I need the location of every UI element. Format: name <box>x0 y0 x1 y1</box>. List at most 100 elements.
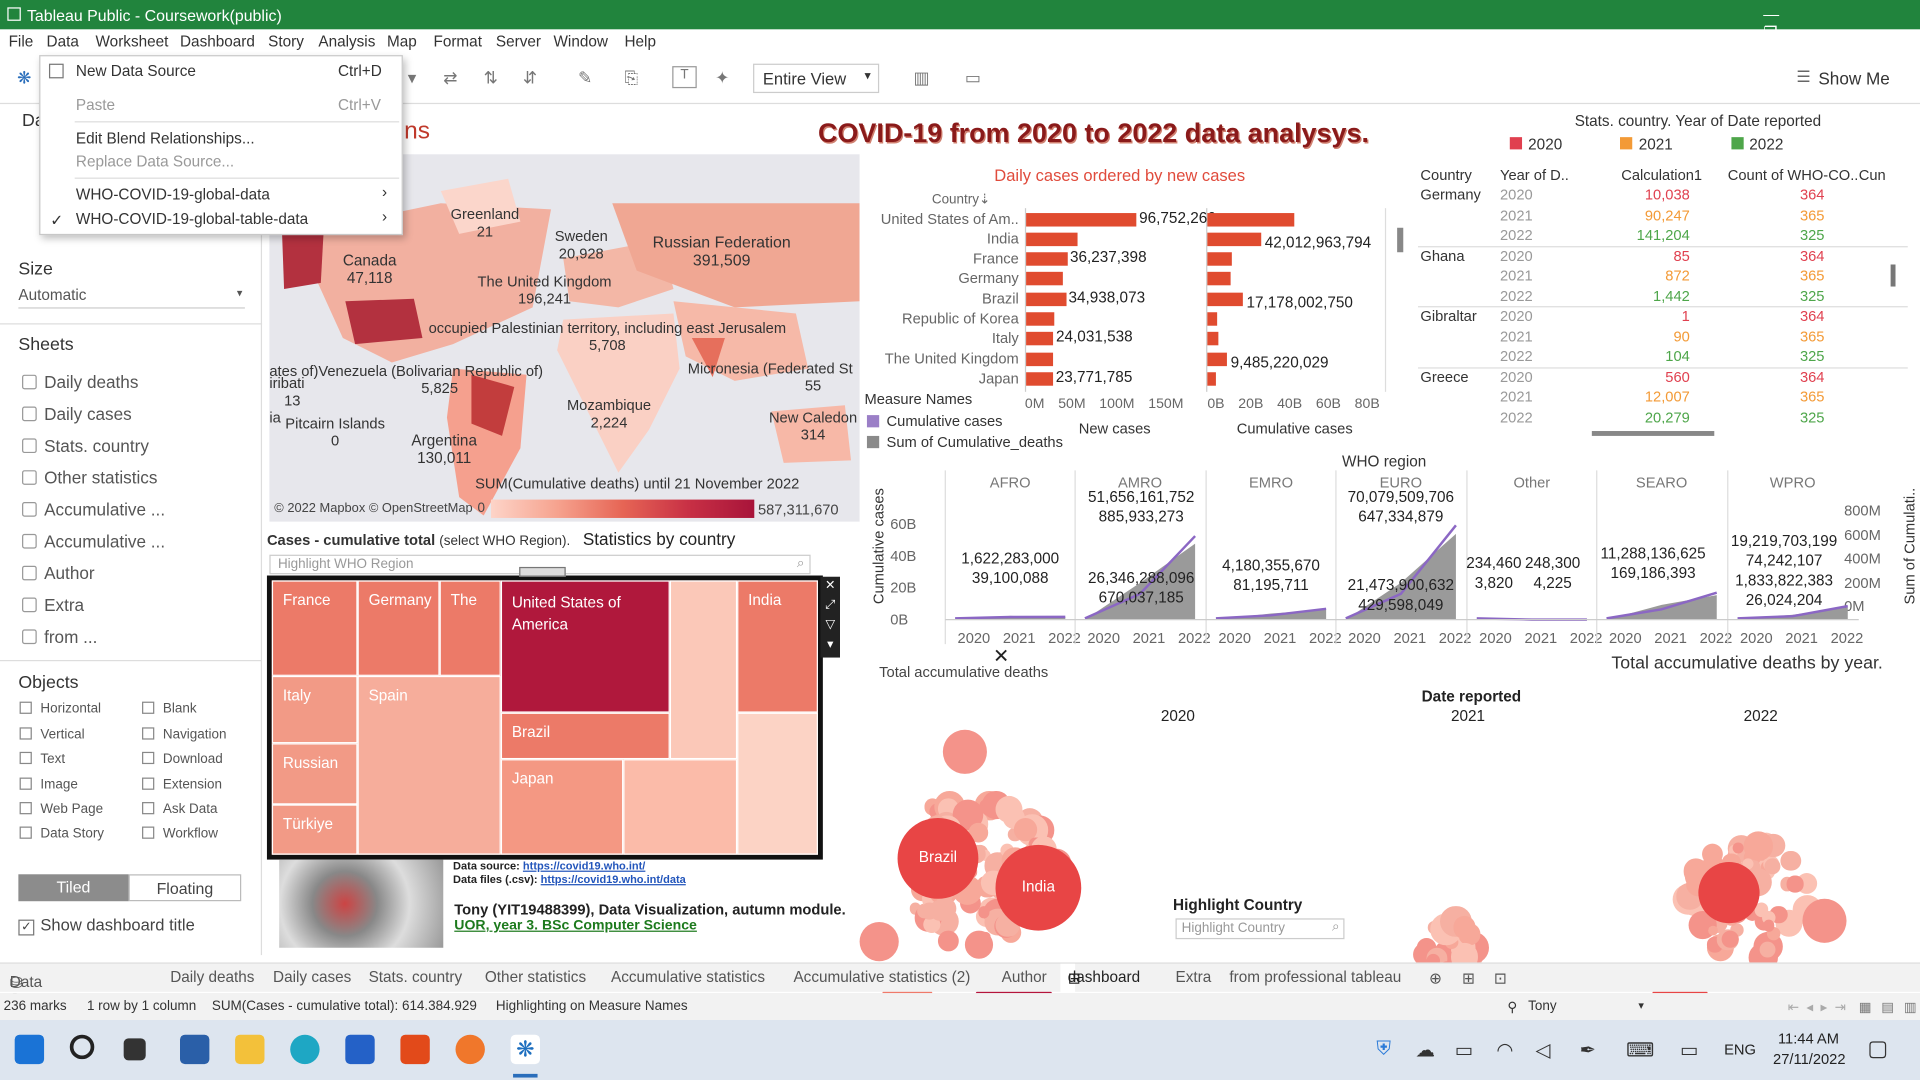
bubble-2021[interactable] <box>1787 875 1804 893</box>
task-view-icon[interactable] <box>123 1038 146 1061</box>
new-dashboard-icon[interactable]: ⊞ <box>1462 969 1475 987</box>
treemap-cell-usa[interactable]: United States of America <box>500 580 670 713</box>
menu-story[interactable]: Story <box>268 33 304 51</box>
pen-icon[interactable]: ✒ <box>1579 1040 1597 1062</box>
highlight-icon[interactable]: ✎ <box>577 67 593 87</box>
bubble-2020[interactable] <box>995 795 1023 824</box>
menu-data[interactable]: Data <box>46 33 79 51</box>
menu-format[interactable]: Format <box>433 33 482 51</box>
object-download[interactable]: Download <box>142 751 223 767</box>
menu-help[interactable]: Help <box>624 33 656 51</box>
tab-accumulative-statistics-2[interactable]: Accumulative statistics (2) <box>793 968 971 986</box>
edge-icon[interactable] <box>290 1034 320 1065</box>
clock-date[interactable]: 27/11/2022 <box>1773 1050 1846 1068</box>
clock-time[interactable]: 11:44 AM <box>1777 1029 1839 1047</box>
treemap-cell-japan[interactable]: Japan <box>500 759 624 855</box>
bubble-2020[interactable] <box>859 922 899 962</box>
battery-icon[interactable]: ▭ <box>1454 1040 1474 1062</box>
file-explorer-icon[interactable] <box>235 1034 265 1065</box>
swap-icon[interactable]: ⇄ <box>443 67 458 87</box>
pin-icon[interactable]: ✦ <box>715 67 730 87</box>
new-cases-bar[interactable] <box>1026 213 1137 227</box>
new-cases-bar[interactable] <box>1026 352 1053 367</box>
dropdown-arrow-icon[interactable]: ▾ <box>407 67 417 87</box>
sheet-item-other-statistics[interactable]: Other statistics <box>22 468 157 487</box>
expand-icon[interactable]: ⤢ <box>825 598 836 613</box>
presentation-icon[interactable]: ▭ <box>964 67 982 87</box>
volume-icon[interactable]: ◁ <box>1535 1040 1551 1062</box>
menu-window[interactable]: Window <box>553 33 608 51</box>
sheet-item-extra[interactable]: Extra <box>22 595 84 615</box>
sheet-item-accumulative-1[interactable]: Accumulative ... <box>22 500 165 519</box>
search-icon[interactable] <box>69 1034 95 1060</box>
language-indicator[interactable]: ENG <box>1724 1040 1756 1058</box>
sort-descending-icon[interactable]: ⇵ <box>522 67 538 87</box>
treemap-cell-germany[interactable]: Germany <box>357 580 440 676</box>
treemap-cell-the[interactable]: The <box>439 580 501 676</box>
treemap-cell-india[interactable]: India <box>737 580 818 713</box>
floating-button[interactable]: Floating <box>128 874 242 902</box>
scrollbar-thumb[interactable] <box>1890 264 1896 287</box>
cumulative-cases-bar[interactable] <box>1207 352 1227 367</box>
data-files-link[interactable]: https://covid19.who.int/data <box>540 873 686 886</box>
bubble-2021[interactable] <box>1704 851 1719 866</box>
widgets-icon[interactable] <box>180 1034 210 1065</box>
security-icon[interactable]: ⛨ <box>1376 1038 1392 1060</box>
object-data-story[interactable]: Data Story <box>19 826 104 841</box>
bubble-2021[interactable] <box>1762 920 1775 933</box>
new-cases-bar[interactable] <box>1026 372 1054 386</box>
menu-dashboard[interactable]: Dashboard <box>180 33 255 51</box>
display-icon[interactable]: ▭ <box>1680 1040 1699 1062</box>
new-cases-bar[interactable] <box>1026 331 1054 346</box>
treemap-frame[interactable]: France Germany The United States of Amer… <box>266 566 823 860</box>
object-image[interactable]: Image <box>19 777 78 792</box>
bubble-2020[interactable] <box>1013 817 1037 841</box>
bubble-2021[interactable] <box>1707 925 1718 936</box>
tab-dashboard[interactable]: ⊞ dashboard <box>1060 963 1140 994</box>
new-worksheet-icon[interactable]: ⊕ <box>1428 969 1442 987</box>
sheet-item-stats-country[interactable]: Stats. country <box>22 436 149 456</box>
new-cases-bar[interactable] <box>1026 312 1055 326</box>
tab-accumulative-statistics[interactable]: Accumulative statistics <box>611 968 765 986</box>
new-story-icon[interactable]: ⊡ <box>1493 969 1507 987</box>
chevron-down-icon[interactable]: ▾ <box>1638 999 1644 1012</box>
windows-start-icon[interactable] <box>14 1034 45 1065</box>
menu-item-edit-blend[interactable]: Edit Blend Relationships... <box>75 129 255 147</box>
tiled-button[interactable]: Tiled <box>18 874 129 902</box>
menu-map[interactable]: Map <box>386 33 417 51</box>
treemap-cell-italy[interactable]: Italy <box>271 675 358 744</box>
bubble-2021[interactable] <box>1754 903 1769 917</box>
cumulative-cases-bar[interactable] <box>1207 232 1262 247</box>
cumulative-cases-bar[interactable] <box>1207 331 1219 346</box>
view-select[interactable]: Entire View ▾ <box>753 63 880 94</box>
new-cases-bar[interactable] <box>1026 252 1068 266</box>
new-cases-bar[interactable] <box>1026 232 1078 247</box>
sheet-item-daily-cases[interactable]: Daily cases <box>22 404 132 424</box>
menu-item-source-2[interactable]: WHO-COVID-19-global-table-data <box>75 210 309 228</box>
show-title-checkbox[interactable]: ✓ Show dashboard title <box>18 916 195 936</box>
tab-other-statistics[interactable]: Other statistics <box>484 968 587 986</box>
object-web-page[interactable]: Web Page <box>19 802 103 817</box>
tab-daily-deaths[interactable]: Daily deaths <box>170 968 255 986</box>
tableau-icon[interactable]: ❋ <box>510 1034 541 1065</box>
sort-ascending-icon[interactable]: ⇅ <box>483 67 499 87</box>
object-horizontal[interactable]: Horizontal <box>19 701 101 716</box>
bubble-2020[interactable] <box>981 932 992 943</box>
cumulative-cases-bar[interactable] <box>1207 372 1216 386</box>
menu-item-paste[interactable]: Paste <box>75 96 116 114</box>
wifi-icon[interactable]: ◠ <box>1496 1040 1514 1062</box>
treemap-cell-spain[interactable]: Spain <box>357 675 501 855</box>
tab-daily-cases[interactable]: Daily cases <box>273 968 352 986</box>
tab-author[interactable]: Author <box>1001 968 1047 986</box>
bubble-2021-pre[interactable] <box>1453 916 1476 939</box>
menu-server[interactable]: Server <box>495 33 542 51</box>
cumulative-cases-bar[interactable] <box>1207 292 1243 307</box>
object-text[interactable]: Text <box>19 751 65 767</box>
menu-file[interactable]: File <box>8 33 34 51</box>
tab-from-professional[interactable]: from professional tableau <box>1229 968 1402 986</box>
object-navigation[interactable]: Navigation <box>142 727 227 742</box>
bubble-2020[interactable] <box>969 822 989 842</box>
stats-table[interactable]: Country Year of D.. Calculation1 Count o… <box>1417 167 1914 424</box>
bubble-2020[interactable] <box>932 897 956 921</box>
bubble-2021[interactable] <box>1780 850 1801 872</box>
